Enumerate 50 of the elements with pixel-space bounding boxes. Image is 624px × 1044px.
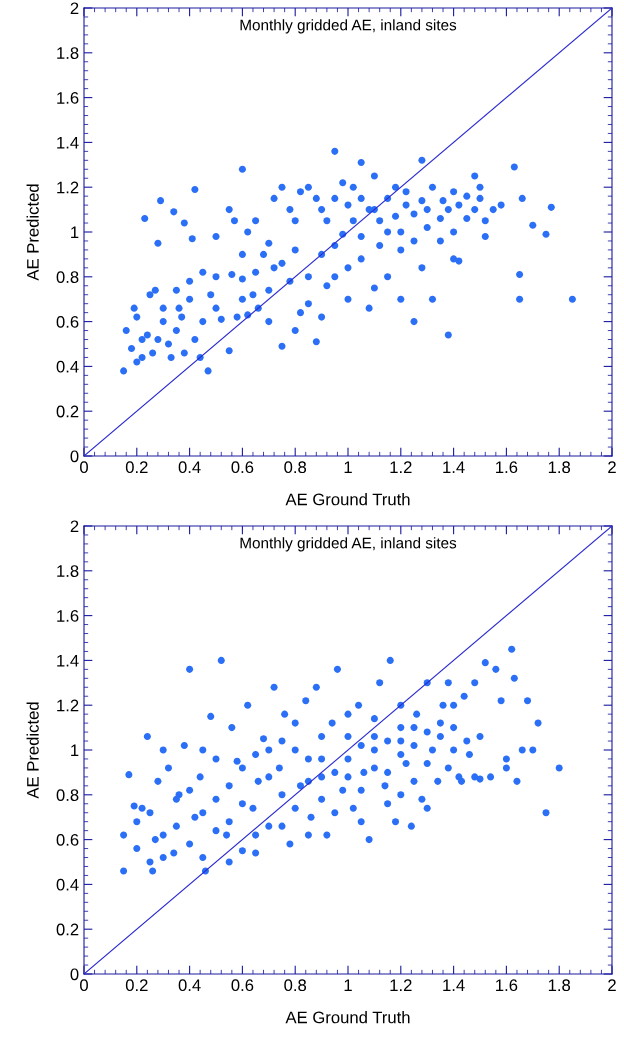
x-tick-label: 0 (80, 461, 88, 474)
x-tick-label: 1.4 (443, 461, 465, 473)
x-tick-label: 1.2 (390, 461, 412, 473)
x-tick-label: 0.4 (178, 979, 201, 992)
x-tick-label: 1.2 (390, 979, 412, 991)
x-tick-label: 0.2 (125, 461, 148, 474)
y-tick-label: 1.4 (57, 136, 79, 149)
x-tick-label: 1.8 (548, 461, 571, 474)
y-tick-label: 1 (71, 744, 79, 757)
y-tick-label: 1.4 (57, 654, 79, 667)
x-tick-label: 1.6 (496, 979, 518, 992)
y-tick-label: 1.6 (57, 92, 79, 104)
y-tick-label: 0.2 (56, 405, 79, 418)
x-tick-label: 0.8 (284, 461, 307, 474)
y-tick-label: 0.4 (56, 360, 79, 373)
y-tick-label: 2 (70, 520, 79, 533)
y-tick-label: 1.2 (57, 181, 79, 194)
y-tick-label: 0.8 (56, 271, 79, 283)
y-tick-label: 1.8 (57, 47, 79, 59)
x-axis-title: AE Ground Truth (285, 1011, 410, 1024)
x-tick-label: 0.8 (284, 979, 307, 992)
y-tick-label: 1.6 (57, 610, 79, 622)
text: Monthly gridded AE, inland sites (240, 19, 457, 34)
y-tick-label: 0.2 (56, 923, 79, 936)
x-tick-label: 0.2 (125, 979, 148, 992)
y-tick-label: 2 (70, 2, 79, 15)
x-tick-label: 2 (608, 979, 616, 991)
x-tick-label: 0.6 (231, 461, 254, 474)
y-tick-label: 0 (70, 968, 79, 981)
y-axis-title: AE Predicted (26, 702, 39, 799)
y-tick-label: 0.4 (56, 878, 79, 891)
y-tick-label: 0.6 (56, 834, 79, 846)
y-tick-label: 1.2 (57, 699, 79, 712)
text: Monthly gridded AE, inland sites (240, 537, 457, 552)
y-tick-label: 0.6 (56, 316, 79, 328)
y-tick-label: 1 (71, 226, 79, 239)
x-tick-label: 2 (608, 461, 616, 473)
x-tick-label: 0.6 (231, 979, 254, 992)
x-tick-label: 0 (80, 979, 88, 992)
y-tick-label: 1.8 (57, 565, 79, 577)
x-tick-label: 1.6 (496, 461, 518, 474)
y-axis-title: AE Predicted (26, 184, 39, 281)
x-tick-label: 1 (344, 461, 352, 473)
x-tick-label: 1.4 (443, 979, 465, 991)
x-tick-label: 1.8 (548, 979, 571, 992)
x-tick-label: 0.4 (178, 461, 201, 474)
x-axis-title: AE Ground Truth (285, 493, 410, 506)
x-tick-label: 1 (344, 979, 352, 991)
y-tick-label: 0 (70, 450, 79, 463)
y-tick-label: 0.8 (56, 789, 79, 801)
